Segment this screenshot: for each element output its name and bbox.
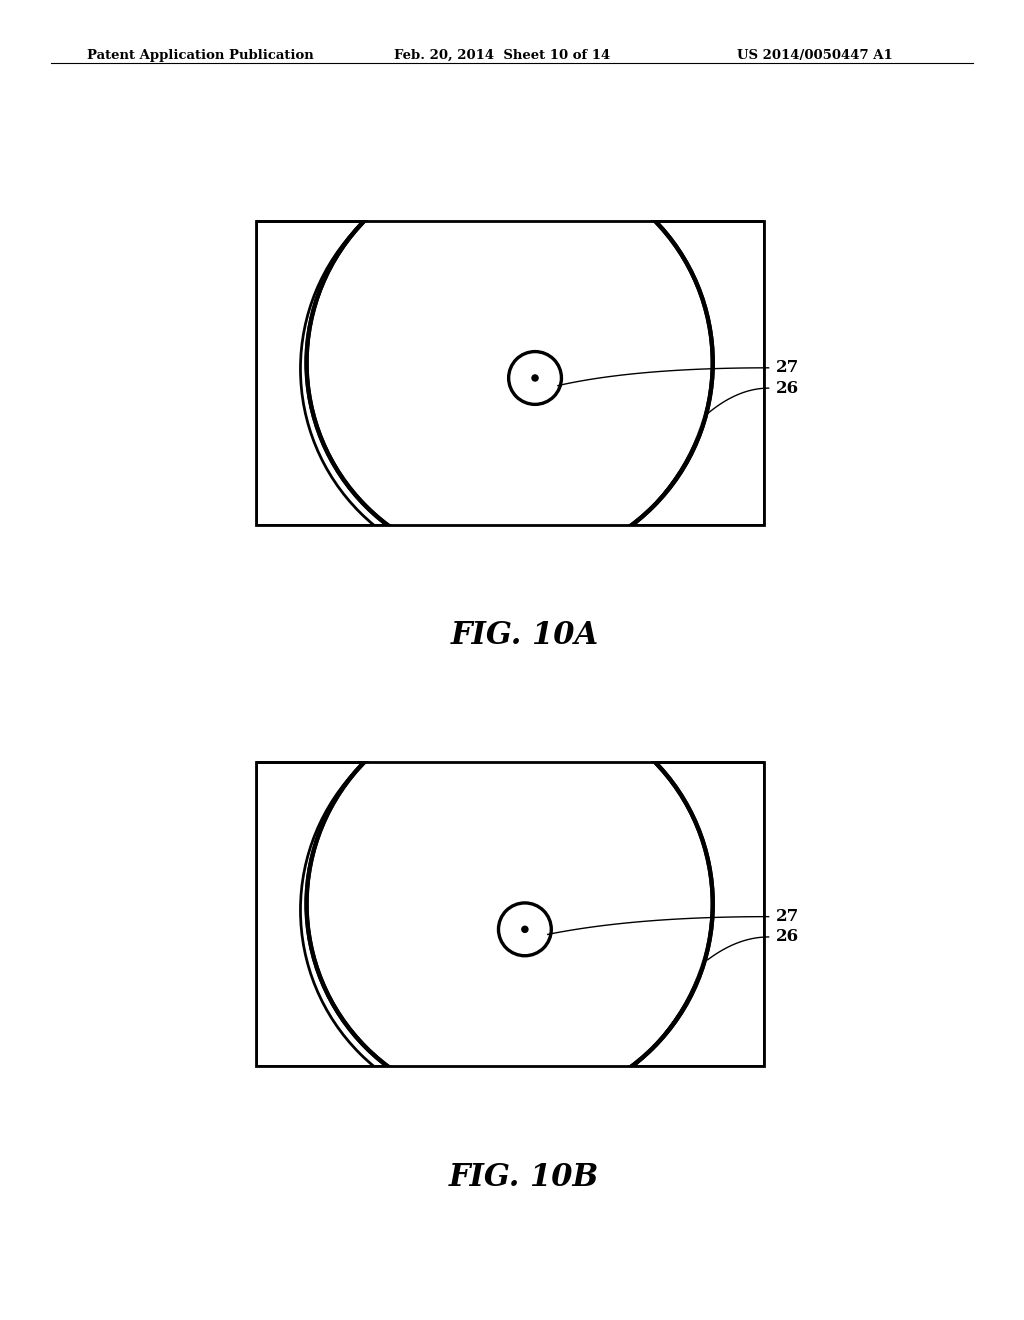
Text: 26: 26 [776,928,800,945]
Bar [256,762,764,1067]
Bar [256,220,764,525]
Text: FIG. 10B: FIG. 10B [450,1162,599,1192]
Bar [205,660,814,762]
Bar [764,711,865,1117]
Text: Feb. 20, 2014  Sheet 10 of 14: Feb. 20, 2014 Sheet 10 of 14 [394,49,610,62]
Bar [205,525,814,576]
Bar [764,170,865,576]
Text: 27: 27 [776,908,800,925]
Circle shape [309,704,711,1105]
Bar [256,762,764,1067]
Bar [205,119,814,220]
Bar [256,220,764,525]
Bar [205,170,256,576]
Circle shape [509,351,561,404]
Text: 27: 27 [776,359,800,376]
Circle shape [522,927,528,932]
Text: Patent Application Publication: Patent Application Publication [87,49,313,62]
Text: US 2014/0050447 A1: US 2014/0050447 A1 [737,49,893,62]
Circle shape [499,903,551,956]
Bar [205,711,256,1117]
Bar [205,1067,814,1117]
Circle shape [532,375,538,381]
Circle shape [309,162,711,564]
Text: FIG. 10A: FIG. 10A [451,620,598,651]
Text: 26: 26 [776,380,800,396]
